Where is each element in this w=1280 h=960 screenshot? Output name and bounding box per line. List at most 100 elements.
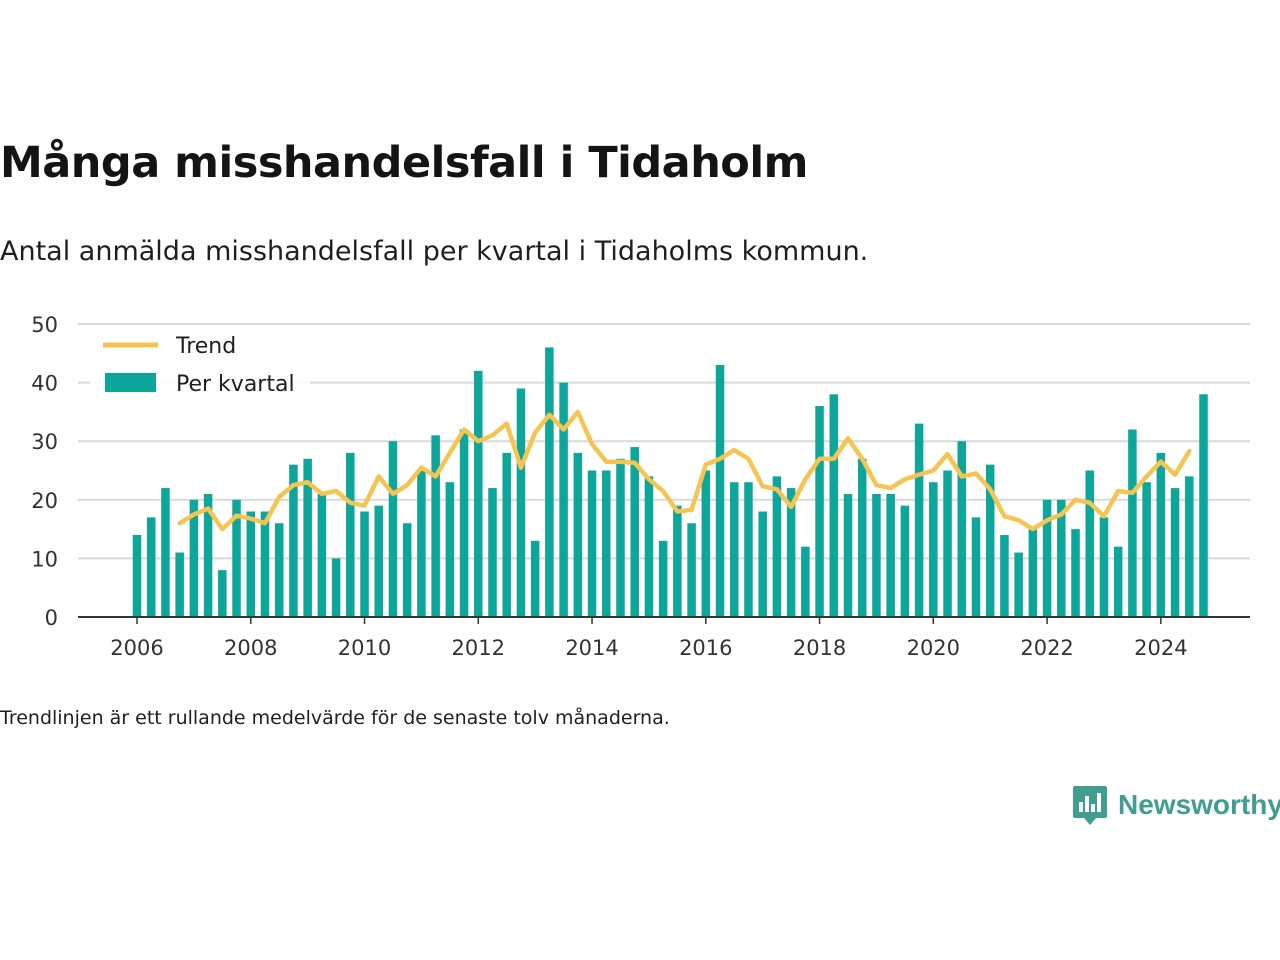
bar — [175, 552, 184, 617]
bar — [886, 493, 895, 617]
bar — [843, 493, 853, 617]
x-tick-label: 2014 — [565, 636, 618, 660]
bar — [474, 370, 483, 617]
bar — [658, 540, 668, 617]
bar — [246, 511, 256, 617]
chart-subtitle: Antal anmälda misshandelsfall per kvarta… — [0, 236, 869, 267]
bar — [317, 493, 327, 617]
bar — [616, 458, 625, 617]
bar — [346, 452, 355, 617]
bar — [1085, 470, 1094, 617]
bar — [673, 505, 682, 617]
bar — [957, 441, 967, 617]
bar — [545, 347, 554, 617]
y-axis-ticks: 0 10 20 30 40 50 — [31, 313, 58, 630]
bar — [203, 493, 213, 617]
x-tick-label: 2012 — [452, 636, 505, 660]
bar — [644, 476, 654, 617]
bar — [857, 458, 867, 617]
y-tick-label: 0 — [45, 606, 58, 630]
newsworthy-logo-icon — [1073, 786, 1107, 825]
bar — [189, 499, 199, 617]
bar — [431, 435, 440, 617]
bar — [715, 365, 725, 617]
y-tick-label: 20 — [31, 489, 58, 513]
bar — [701, 470, 711, 617]
legend-swatch-per-kvartal — [105, 373, 156, 392]
bar — [744, 482, 753, 617]
bar — [1170, 488, 1180, 617]
bar — [530, 540, 540, 617]
bar — [1199, 394, 1208, 617]
bar — [1099, 517, 1109, 617]
bar — [829, 394, 839, 617]
bar — [900, 505, 910, 617]
bar — [929, 482, 938, 617]
bar — [801, 546, 810, 617]
y-tick-label: 40 — [31, 372, 58, 396]
bar — [1185, 476, 1194, 617]
x-tick-label: 2008 — [224, 636, 277, 660]
bar — [772, 476, 782, 617]
x-tick-label: 2024 — [1134, 636, 1187, 660]
legend-label-per-kvartal: Per kvartal — [176, 372, 295, 397]
bar — [559, 382, 568, 617]
bar — [815, 406, 824, 617]
bar — [459, 429, 469, 617]
bar — [1113, 546, 1123, 617]
x-tick-label: 2022 — [1020, 636, 1073, 660]
bar — [402, 523, 412, 617]
bar — [758, 511, 767, 617]
bar — [303, 458, 312, 617]
bar — [587, 470, 597, 617]
bar — [1128, 429, 1137, 617]
bar — [687, 523, 696, 617]
bar — [729, 482, 739, 617]
bar — [1000, 534, 1009, 617]
y-tick-label: 10 — [31, 547, 58, 571]
bars-per-kvartal — [132, 347, 1208, 617]
bar — [132, 534, 142, 617]
bar — [1028, 529, 1038, 617]
bar — [289, 464, 298, 617]
bar — [1042, 499, 1052, 617]
bar — [1057, 499, 1066, 617]
bar — [573, 452, 583, 617]
brand-name: Newsworthy — [1118, 789, 1280, 820]
bar — [1156, 452, 1166, 617]
bar — [1071, 529, 1080, 617]
bar — [971, 517, 981, 617]
x-tick-label: 2016 — [679, 636, 732, 660]
bar — [331, 558, 341, 617]
chart-footnote: Trendlinjen är ett rullande medelvärde f… — [0, 707, 670, 729]
y-tick-label: 50 — [31, 313, 58, 337]
bar — [274, 523, 284, 617]
bar — [218, 570, 227, 617]
bar — [872, 493, 881, 617]
chart-title: Många misshandelsfall i Tidaholm — [0, 138, 808, 188]
bar — [602, 470, 611, 617]
trend-line-group — [177, 409, 1192, 532]
bar — [146, 517, 156, 617]
bar — [417, 470, 426, 617]
bar — [943, 470, 952, 617]
bar — [1014, 552, 1023, 617]
bar — [232, 499, 241, 617]
bar — [502, 452, 511, 617]
x-tick-label: 2020 — [907, 636, 960, 660]
bar — [260, 511, 270, 617]
legend: Trend Per kvartal — [90, 326, 310, 402]
x-tick-label: 2006 — [110, 636, 163, 660]
bar — [445, 482, 455, 617]
x-axis: 2006 2008 2010 2012 2014 2016 2018 2020 2022 2024 — [78, 616, 1250, 660]
bar — [161, 488, 170, 617]
bar — [914, 423, 924, 617]
bar — [374, 505, 383, 617]
trend-line — [177, 409, 1192, 532]
x-tick-label: 2010 — [338, 636, 391, 660]
bar — [1142, 482, 1151, 617]
bar — [516, 388, 526, 617]
bar — [360, 511, 369, 617]
bar-line-chart: 0 10 20 30 40 50 2006 2008 2010 2012 2014 2016 2018… — [31, 313, 1250, 660]
x-tick-label: 2018 — [793, 636, 846, 660]
